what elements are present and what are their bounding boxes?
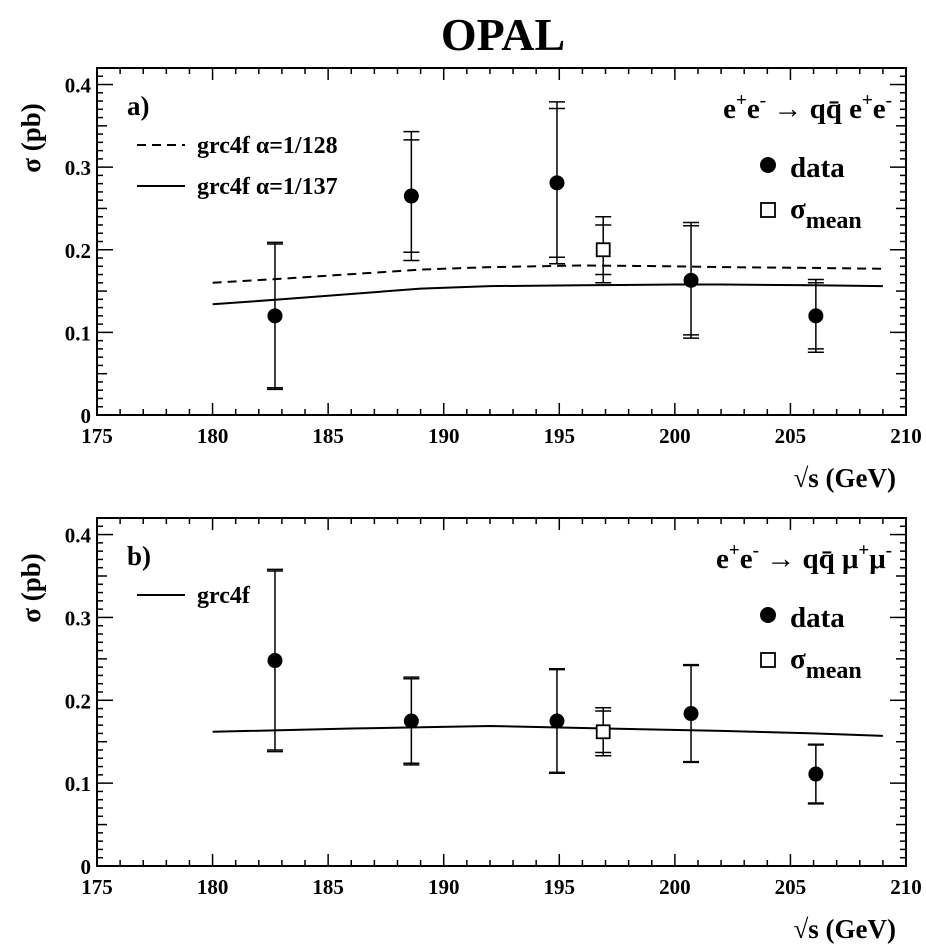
data-point [808, 308, 824, 324]
process-sup: + [736, 90, 747, 111]
legend-mean-label: σmean [790, 643, 862, 684]
process-rhs2: e [873, 93, 886, 125]
panel-b: 175 180 185 190 195 200 205 210 0 0.1 0.2 0.3 0.4 σ (… [16, 517, 922, 944]
legend-mean-sub: mean [806, 208, 862, 234]
y-axis-title: σ (pb) [16, 553, 46, 622]
process-sup: + [729, 540, 740, 561]
x-tick-label: 205 [775, 424, 807, 448]
y-tick-label: 0.3 [65, 606, 91, 630]
x-tick-label: 180 [197, 875, 229, 899]
process-rhs2: μ [869, 543, 886, 575]
y-tick-label: 0.3 [65, 156, 91, 180]
process-sup: + [858, 540, 869, 561]
x-tick-label: 200 [659, 424, 691, 448]
x-axis-title: √s (GeV) [793, 463, 896, 493]
process-rhs: qq̄ μ [802, 543, 859, 575]
data-point [267, 653, 283, 669]
x-tick-label: 210 [890, 424, 922, 448]
data-point [683, 706, 699, 722]
process-arrow: → [766, 93, 810, 125]
process-lhs: e [723, 93, 736, 125]
legend-mean-marker [760, 652, 776, 668]
x-axis-unit: (GeV) [819, 463, 896, 493]
y-axis-title: σ (pb) [16, 103, 46, 172]
process-sup: - [760, 90, 766, 111]
data-point [403, 188, 419, 204]
y-tick-label: 0.1 [65, 772, 91, 796]
process-label: e+e- → qq̄ μ+μ- [716, 540, 892, 575]
process-sup: - [886, 90, 892, 111]
x-tick-label: 190 [428, 875, 460, 899]
y-tick-label: 0.2 [65, 239, 91, 263]
process-sup: - [886, 540, 892, 561]
process-lhs2: e [740, 543, 753, 575]
x-tick-label: 185 [312, 875, 344, 899]
y-tick-label: 0.4 [65, 524, 92, 548]
x-tick-label: 200 [659, 875, 691, 899]
legend-mean-label: σmean [790, 193, 862, 234]
data-point [549, 713, 565, 729]
legend-line-label: grc4f α=1/137 [197, 174, 338, 200]
process-sup: + [862, 90, 873, 111]
legend-line-label: grc4f [197, 583, 251, 609]
legend-mean-sub: mean [806, 658, 862, 684]
data-point [683, 272, 699, 288]
data-point [267, 308, 283, 324]
mean-point [595, 242, 611, 258]
y-tick-label: 0.4 [65, 74, 92, 98]
legend-data-marker [760, 607, 776, 623]
process-sup: - [753, 540, 759, 561]
panel-a: 175 180 185 190 195 200 205 210 0 0.1 0.2 0.3 0.4 σ (… [16, 67, 922, 493]
legend-mean-sigma: σ [790, 643, 806, 675]
panel-label: b) [127, 541, 151, 571]
x-tick-label: 210 [890, 875, 922, 899]
curve-solid [212, 724, 883, 737]
x-tick-label: 175 [81, 875, 113, 899]
panel-label: a) [127, 91, 150, 121]
x-tick-label: 195 [544, 424, 576, 448]
legend-data-marker [760, 157, 776, 173]
legend-mean-marker [760, 202, 776, 218]
x-axis-sqrt-s: √s [793, 463, 818, 493]
curve-solid [212, 283, 883, 306]
x-axis-unit: (GeV) [819, 914, 896, 944]
data-point [403, 713, 419, 729]
legend-data-label: data [790, 602, 845, 634]
x-tick-label: 175 [81, 424, 113, 448]
x-tick-label: 195 [544, 875, 576, 899]
x-tick-label: 180 [197, 424, 229, 448]
x-axis-title: √s (GeV) [793, 914, 896, 944]
x-tick-label: 190 [428, 424, 460, 448]
data-point [808, 766, 824, 782]
x-tick-label: 205 [775, 875, 807, 899]
curve-dashed [212, 264, 883, 284]
process-arrow: → [759, 543, 803, 575]
y-tick-label: 0 [81, 855, 92, 879]
legend-mean-sigma: σ [790, 193, 806, 225]
process-lhs: e [716, 543, 729, 575]
legend-data-label: data [790, 152, 845, 184]
process-rhs: qq̄ e [810, 93, 863, 125]
figure-title: OPAL [441, 9, 565, 60]
process-label: e+e- → qq̄ e+e- [723, 90, 892, 125]
y-tick-label: 0.2 [65, 689, 91, 713]
process-lhs2: e [747, 93, 760, 125]
data-point [549, 175, 565, 191]
y-tick-label: 0.1 [65, 321, 91, 345]
legend-line-label: grc4f α=1/128 [197, 133, 338, 159]
y-tick-label: 0 [81, 404, 92, 428]
x-axis-sqrt-s: √s [793, 914, 818, 944]
mean-point [595, 724, 611, 740]
x-tick-label: 185 [312, 424, 344, 448]
